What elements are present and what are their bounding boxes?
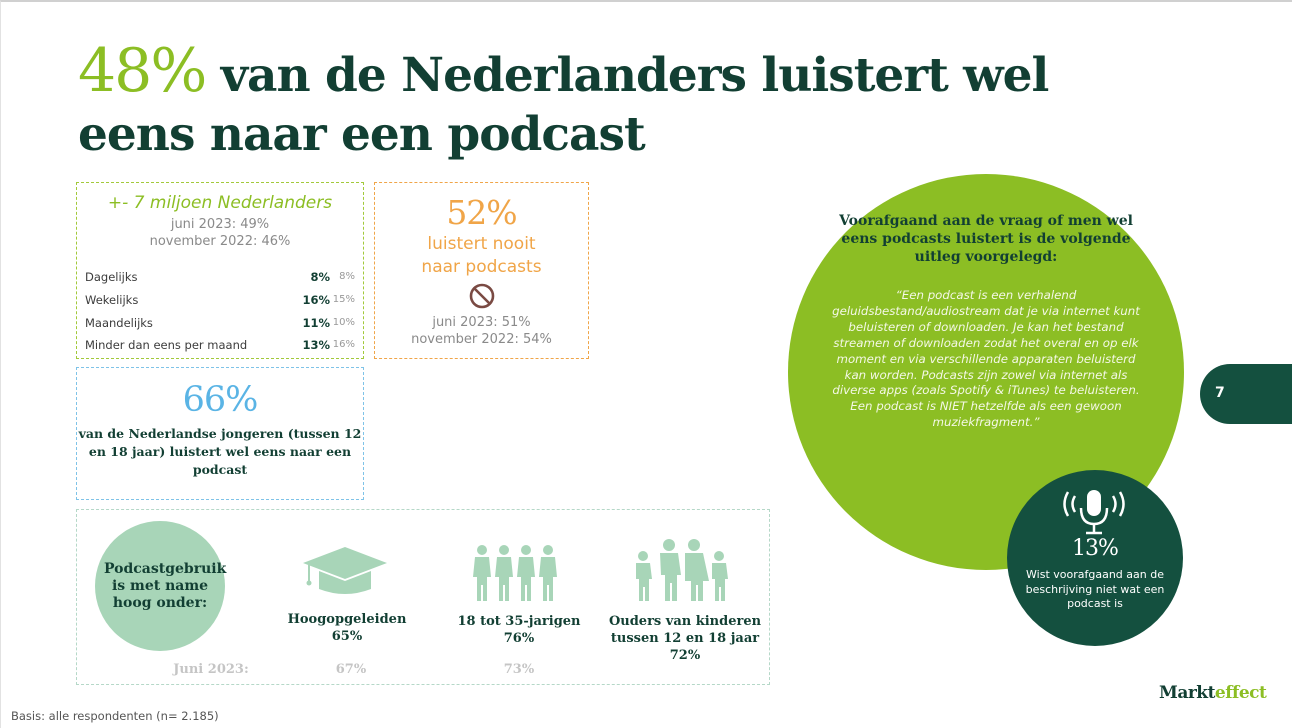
frequency-label: Minder dan eens per maand xyxy=(85,338,248,352)
juni-label: Juni 2023: xyxy=(173,662,249,677)
frequency-sub-juni: juni 2023: 49% xyxy=(170,217,270,232)
young-people-icon xyxy=(473,545,557,601)
family-icon xyxy=(636,539,728,601)
youth-text: van de Nederlandse jongeren (tussen 12 e… xyxy=(78,426,362,477)
frequency-label: Dagelijks xyxy=(85,270,138,284)
non-listener-percent: 52% xyxy=(446,193,517,232)
non-listener-sub-juni: juni 2023: 51% xyxy=(432,315,531,330)
graduation-cap-icon xyxy=(303,547,387,594)
prohibited-icon xyxy=(469,283,495,309)
logo-part1: Markt xyxy=(1159,683,1215,703)
usage-box xyxy=(76,509,770,685)
frequency-prev: 15% xyxy=(332,294,355,305)
frequency-box: +- 7 miljoen Nederlanders juni 2023: 49%… xyxy=(76,182,364,359)
usage-circle-text: Podcastgebruik is met name hoog onder: xyxy=(104,560,227,611)
frequency-row: Minder dan eens per maand 13% 16% xyxy=(85,338,355,354)
group-name: Hoogopgeleiden xyxy=(287,612,407,627)
frequency-value: 11% xyxy=(302,316,330,330)
page-number: 7 xyxy=(1215,385,1225,401)
non-listener-line2: naar podcasts xyxy=(421,257,542,277)
logo-part2: effect xyxy=(1214,683,1267,703)
frequency-heading: +- 7 miljoen Nederlanders xyxy=(107,193,333,213)
unaware-circle: 13% Wist voorafgaand aan de beschrijving… xyxy=(1007,470,1183,646)
usage-group-label: Ouders van kinderen tussen 12 en 18 jaar… xyxy=(605,613,765,664)
frequency-prev: 16% xyxy=(332,339,355,350)
frequency-label: Maandelijks xyxy=(85,316,153,330)
explanation-heading: Voorafgaand aan de vraag of men wel eens… xyxy=(839,213,1133,265)
title-highlight: 48% xyxy=(78,36,207,106)
non-listener-sub-november: november 2022: 54% xyxy=(411,332,552,347)
frequency-sub-november: november 2022: 46% xyxy=(149,234,291,249)
unaware-percent: 13% xyxy=(1072,536,1119,561)
usage-circle: Podcastgebruik is met name hoog onder: xyxy=(95,521,227,651)
usage-group-label: 18 tot 35-jarigen 76% xyxy=(449,613,589,647)
unaware-text: Wist voorafgaand aan de beschrijving nie… xyxy=(1025,568,1165,610)
frequency-prev: 8% xyxy=(339,271,355,282)
basis-note: Basis: alle respondenten (n= 2.185) xyxy=(11,709,219,723)
title-rest: van de Nederlanders luistert wel eens na… xyxy=(78,48,1049,162)
youth-box: 66% van de Nederlandse jongeren (tussen … xyxy=(76,367,364,500)
youth-percent: 66% xyxy=(182,380,259,420)
group-value: 76% xyxy=(503,631,535,646)
microphone-icon xyxy=(1063,490,1125,535)
non-listener-box: 52% luistert nooit naar podcasts juni 20… xyxy=(374,182,589,359)
group-value: 65% xyxy=(331,629,363,644)
explanation-quote: “Een podcast is een verhalend geluidsbes… xyxy=(832,288,1140,430)
group-name: 18 tot 35-jarigen xyxy=(457,614,581,629)
juni-value: 73% xyxy=(503,662,535,677)
frequency-row: Wekelijks 16% 15% xyxy=(85,293,355,309)
juni-value: 67% xyxy=(335,662,367,677)
markteffect-logo: Markteffect xyxy=(1159,683,1267,703)
frequency-row: Maandelijks 11% 10% xyxy=(85,316,355,332)
frequency-prev: 10% xyxy=(332,317,355,328)
frequency-row: Dagelijks 8% 8% xyxy=(85,270,355,286)
usage-group-label: Hoogopgeleiden 65% xyxy=(277,611,417,645)
group-name: Ouders van kinderen tussen 12 en 18 jaar xyxy=(608,614,762,646)
frequency-label: Wekelijks xyxy=(85,293,139,307)
page-title: 48% van de Nederlanders luistert wel een… xyxy=(78,41,1078,164)
frequency-value: 13% xyxy=(302,338,330,352)
group-value: 72% xyxy=(669,648,701,663)
page-number-tab: 7 xyxy=(1200,364,1292,424)
frequency-value: 16% xyxy=(302,293,330,307)
non-listener-line1: luistert nooit xyxy=(427,234,536,254)
frequency-value: 8% xyxy=(310,270,330,284)
